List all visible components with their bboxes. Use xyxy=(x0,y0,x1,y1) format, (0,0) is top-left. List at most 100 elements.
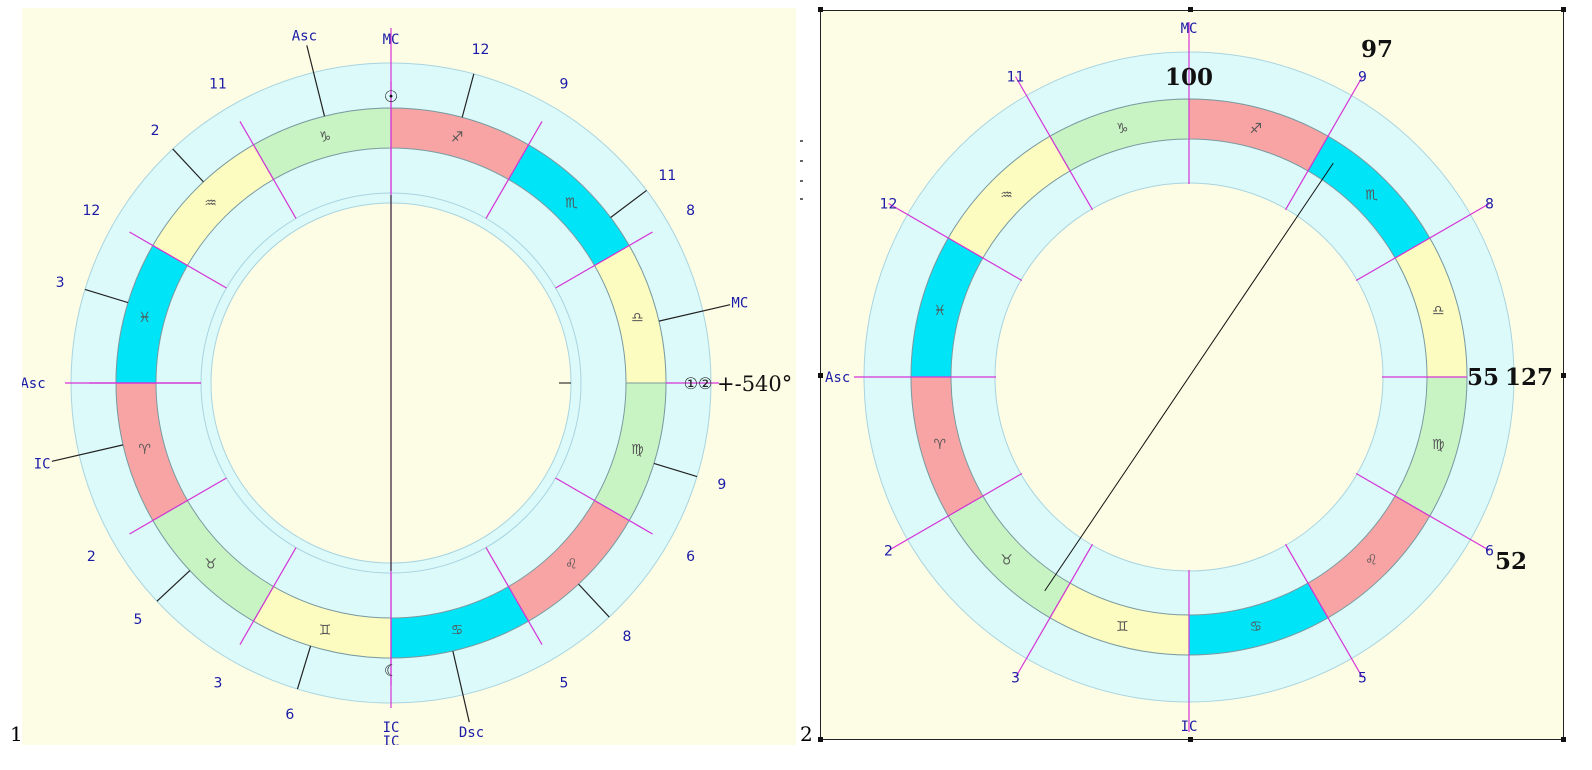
resize-handle-top-right[interactable] xyxy=(1561,7,1566,12)
house-cusp-line xyxy=(888,202,1023,282)
ic-label: IC xyxy=(1181,719,1198,735)
outer-label: 12 xyxy=(82,203,100,219)
house-cusp-line xyxy=(1355,202,1490,282)
moon-icon: ☾ xyxy=(384,661,398,680)
house-cusp-line xyxy=(888,472,1023,552)
zodiac-glyph-leo: ♌ xyxy=(565,556,578,572)
outer-label: IC xyxy=(383,734,400,745)
outer-cusp-tick xyxy=(172,148,204,183)
ic-label: IC xyxy=(383,720,400,736)
zodiac-glyph-gemini: ♊ xyxy=(1116,619,1129,635)
zodiac-glyph-taurus: ♉ xyxy=(204,556,217,572)
outer-cusp-tick xyxy=(84,288,129,304)
house-cusp-line xyxy=(239,121,297,219)
house-cusp-line xyxy=(1284,543,1364,678)
zodiac-glyph-cancer: ♋ xyxy=(451,622,464,638)
outer-cusp-tick xyxy=(461,73,475,118)
zodiac-glyph-libra: ♎ xyxy=(1432,303,1445,319)
resize-handle-bottom-right[interactable] xyxy=(1561,737,1566,742)
panel-number-2: 2 xyxy=(800,722,813,746)
outer-label: Asc xyxy=(22,376,46,392)
house-cusp-line xyxy=(1284,76,1364,211)
resize-handle-top[interactable] xyxy=(1188,7,1193,12)
zodiac-glyph-virgo: ♍ xyxy=(1432,437,1445,453)
planet-pair-icon: ①② xyxy=(684,374,713,393)
outer-label: 2 xyxy=(151,123,160,139)
zodiac-glyph-aquarius: ♒ xyxy=(1000,188,1013,204)
outer-label: 6 xyxy=(285,707,294,723)
outer-label: 3 xyxy=(1011,671,1020,687)
divider-mark xyxy=(800,140,803,142)
outer-cusp-tick xyxy=(452,650,470,723)
outer-label: 6 xyxy=(686,549,695,565)
outer-cusp-tick xyxy=(156,570,191,602)
resize-handle-right[interactable] xyxy=(1561,373,1566,378)
panel-number-1: 1 xyxy=(10,722,23,746)
zodiac-glyph-taurus: ♉ xyxy=(1000,552,1013,568)
outer-label: 11 xyxy=(658,168,676,184)
outer-label: 6 xyxy=(1485,544,1494,560)
outer-label: 9 xyxy=(1358,69,1367,85)
house-cusp-line xyxy=(239,547,297,645)
outer-label: 9 xyxy=(717,477,726,493)
outer-label: 5 xyxy=(133,612,142,628)
zodiac-glyph-virgo: ♍ xyxy=(631,442,644,458)
mc-label: MC xyxy=(1181,21,1198,37)
house-cusp-line xyxy=(129,477,227,535)
resize-handle-top-left[interactable] xyxy=(818,7,823,12)
zodiac-glyph-gemini: ♊ xyxy=(319,622,332,638)
zodiac-glyph-pisces: ♓ xyxy=(138,310,151,326)
outer-label: 12 xyxy=(472,42,490,58)
chart-panel-1: ♈ ♉ ♊ ♋ ♌ ♍ ♎ ♏ ♐ ♑ ♒ ♓ Asc 12 9 11 8 MC 9 6 8 5 Dsc IC 6 3 5 2 IC As… xyxy=(22,8,796,745)
value-label-top: 100 xyxy=(1165,64,1213,91)
resize-handle-left[interactable] xyxy=(818,373,823,378)
house-cusp-line xyxy=(129,231,227,289)
outer-cusp-tick xyxy=(51,444,124,462)
outer-cusp-tick xyxy=(306,45,326,117)
zodiac-glyph-aries: ♈ xyxy=(934,437,947,453)
outer-cusp-tick xyxy=(658,304,731,322)
outer-label: 2 xyxy=(884,544,893,560)
resize-handle-bottom[interactable] xyxy=(1188,737,1193,742)
zodiac-glyph-sagittarius: ♐ xyxy=(1249,121,1262,137)
resize-handle-bottom-left[interactable] xyxy=(818,737,823,742)
zodiac-glyph-libra: ♎ xyxy=(631,310,644,326)
house-cusp-line xyxy=(1355,472,1490,552)
outer-label: 3 xyxy=(214,676,223,692)
outer-label: 2 xyxy=(87,549,96,565)
sun-icon: ☉ xyxy=(384,87,398,106)
value-label-top-right: 97 xyxy=(1361,36,1393,63)
aspect-line xyxy=(1044,162,1334,592)
zodiac-glyph-scorpio: ♏ xyxy=(1365,188,1378,204)
outer-label: Dsc xyxy=(459,725,484,741)
outer-cusp-tick xyxy=(653,462,698,478)
house-cusp-line xyxy=(485,547,543,645)
zodiac-glyph-cancer: ♋ xyxy=(1249,619,1262,635)
zodiac-glyph-leo: ♌ xyxy=(1365,552,1378,568)
outer-label: 8 xyxy=(686,203,695,219)
outer-label: IC xyxy=(34,457,51,473)
outer-label: 8 xyxy=(1485,197,1494,213)
angle-annotation: +-540° xyxy=(717,372,792,396)
house-cusp-line xyxy=(485,121,543,219)
chart-panel-2[interactable]: ♈ ♉ ♊ ♋ ♌ ♍ ♎ ♏ ♐ ♑ ♒ ♓ 9 8 6 5 3 2 12 11 MC IC Asc 100 97 55 127 5… xyxy=(820,10,1564,740)
value-label-right-outer: 127 xyxy=(1505,364,1553,391)
outer-label: Asc xyxy=(292,29,317,45)
mc-label: MC xyxy=(383,32,400,48)
divider-mark xyxy=(800,160,803,162)
house-cusp-line xyxy=(555,477,653,535)
divider-mark xyxy=(800,198,803,200)
outer-label: 11 xyxy=(1007,69,1025,85)
outer-cusp-tick xyxy=(296,645,312,690)
asc-label: Asc xyxy=(825,370,850,386)
house-cusp-line xyxy=(555,231,653,289)
outer-label: 12 xyxy=(880,197,898,213)
house-cusp-line xyxy=(1014,543,1094,678)
chart-wheel-2: ♈ ♉ ♊ ♋ ♌ ♍ ♎ ♏ ♐ ♑ ♒ ♓ 9 8 6 5 3 2 12 11 MC IC Asc 100 97 55 127 5… xyxy=(825,21,1553,735)
zodiac-glyph-capricorn: ♑ xyxy=(319,130,332,146)
outer-label: 8 xyxy=(623,629,632,645)
outer-label: 3 xyxy=(56,275,65,291)
outer-label: 5 xyxy=(560,676,569,692)
chart-wheel-1: ♈ ♉ ♊ ♋ ♌ ♍ ♎ ♏ ♐ ♑ ♒ ♓ Asc 12 9 11 8 MC 9 6 8 5 Dsc IC 6 3 5 2 IC As… xyxy=(22,28,792,745)
outer-cusp-tick xyxy=(578,583,610,618)
